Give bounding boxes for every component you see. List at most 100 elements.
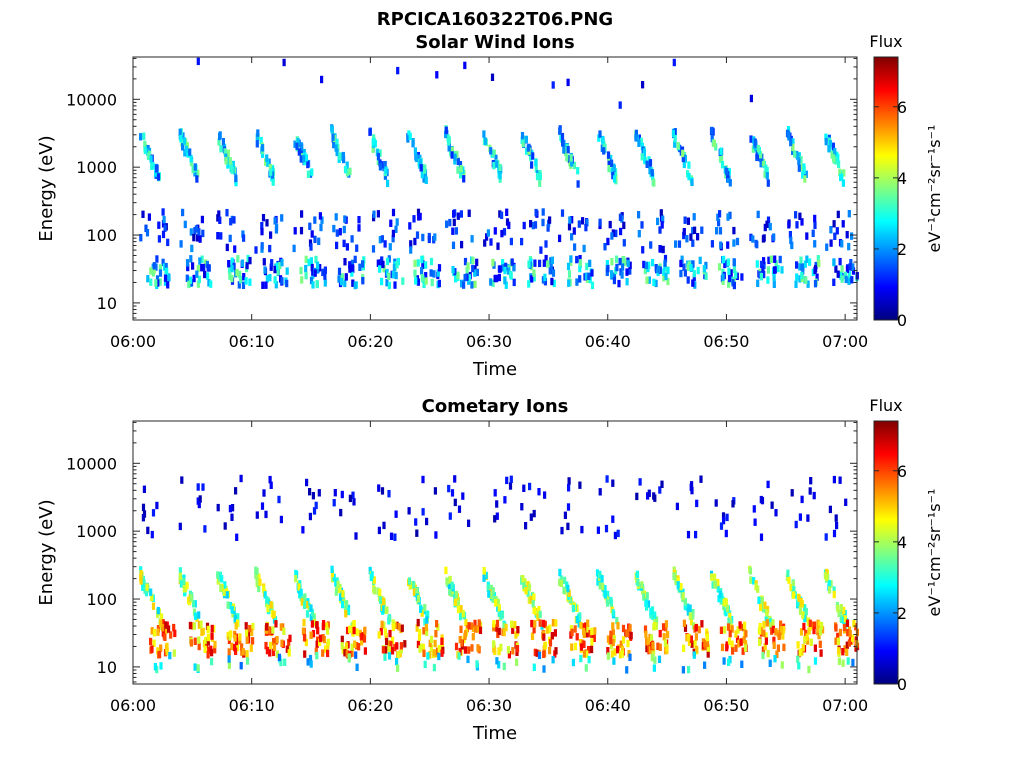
heatmap-cell	[357, 224, 361, 232]
heatmap-cell	[851, 634, 855, 642]
heatmap-cell	[587, 655, 591, 664]
heatmap-cell	[686, 608, 690, 616]
heatmap-cell	[558, 578, 562, 587]
heatmap-cell	[493, 489, 497, 497]
heatmap-cell	[813, 221, 817, 229]
heatmap-cell	[421, 261, 425, 269]
heatmap-cell	[285, 267, 289, 275]
heatmap-cell	[761, 265, 765, 273]
heatmap-cell	[210, 632, 214, 640]
heatmap-cell	[797, 164, 801, 172]
heatmap-cell	[239, 662, 243, 670]
heatmap-cell	[683, 597, 687, 606]
heatmap-cell	[354, 532, 358, 540]
heatmap-cell	[294, 574, 298, 583]
heatmap-cell	[456, 605, 461, 614]
x-tick-label: 06:50	[703, 332, 749, 351]
heatmap-cell	[159, 662, 163, 670]
heatmap-cell	[611, 629, 615, 637]
heatmap-cell	[740, 273, 744, 281]
heatmap-cell	[764, 637, 768, 645]
heatmap-cell	[159, 644, 163, 652]
heatmap-cell	[833, 147, 837, 156]
heatmap-cell	[420, 274, 424, 282]
heatmap-cell	[801, 171, 805, 179]
heatmap-cell	[230, 257, 234, 265]
x-tick-label: 07:00	[822, 332, 868, 351]
heatmap-cell	[575, 633, 579, 641]
heatmap-cell	[200, 264, 204, 272]
heatmap-cell	[601, 583, 605, 591]
heatmap-cell	[741, 647, 745, 655]
heatmap-cell	[832, 590, 836, 599]
heatmap-cell	[437, 264, 442, 272]
heatmap-cell	[489, 238, 493, 246]
heatmap-cell	[543, 491, 547, 499]
heatmap-cell	[154, 279, 158, 287]
heatmap-cell	[139, 234, 143, 242]
heatmap-cell	[832, 586, 836, 594]
heatmap-cell	[239, 474, 243, 483]
heatmap-cell	[181, 132, 185, 140]
heatmap-cell	[683, 624, 688, 632]
heatmap-cell	[236, 255, 240, 263]
heatmap-cell	[538, 610, 542, 619]
heatmap-cell	[654, 279, 658, 288]
heatmap-cell	[308, 222, 312, 230]
heatmap-cell	[339, 278, 344, 286]
heatmap-cell	[797, 157, 801, 165]
heatmap-cell	[295, 142, 299, 150]
heatmap-cell	[578, 264, 582, 273]
heatmap-cell	[605, 475, 609, 483]
heatmap-cell	[532, 509, 536, 518]
heatmap-cell	[553, 629, 557, 637]
heatmap-cell	[378, 588, 382, 597]
heatmap-cell	[682, 263, 686, 271]
heatmap-cell	[154, 263, 158, 271]
heatmap-cell	[725, 643, 729, 652]
heatmap-cell	[343, 258, 347, 266]
heatmap-cell	[283, 658, 287, 666]
heatmap-cell	[258, 578, 262, 586]
heatmap-cell	[445, 220, 449, 228]
heatmap-cell	[713, 573, 717, 581]
heatmap-cell	[178, 572, 182, 580]
heatmap-cell	[311, 268, 315, 276]
heatmap-cell	[326, 638, 330, 647]
heatmap-cell	[308, 512, 312, 521]
heatmap-cell	[275, 636, 279, 644]
heatmap-cell	[421, 233, 425, 242]
heatmap-cell	[433, 487, 437, 495]
heatmap-cell	[798, 607, 803, 615]
heatmap-cell	[313, 235, 317, 244]
heatmap-cell	[415, 231, 420, 239]
heatmap-cell	[501, 259, 505, 267]
heatmap-cell	[521, 139, 525, 147]
heatmap-cell	[768, 223, 772, 231]
heatmap-cell	[390, 647, 395, 655]
heatmap-cell	[847, 210, 851, 218]
heatmap-cell	[824, 133, 828, 141]
heatmap-cell	[424, 176, 428, 184]
heatmap-cell	[794, 211, 798, 219]
heatmap-cell	[796, 599, 800, 607]
heatmap-cell	[581, 217, 585, 225]
heatmap-cell	[652, 179, 656, 187]
heatmap-cell	[307, 258, 311, 267]
heatmap-cell	[338, 228, 342, 236]
heatmap-cell	[345, 161, 349, 169]
heatmap-cell	[796, 641, 800, 649]
heatmap-cell	[391, 619, 395, 627]
heatmap-cell	[492, 623, 496, 632]
heatmap-cell	[541, 218, 545, 227]
heatmap-cell	[722, 598, 726, 606]
heatmap-cell	[616, 622, 620, 630]
heatmap-cell	[691, 279, 695, 287]
heatmap-cell	[704, 272, 708, 280]
heatmap-cell	[454, 275, 458, 283]
heatmap-cell	[666, 630, 670, 639]
heatmap-cell	[805, 633, 809, 641]
heatmap-cell	[380, 256, 384, 264]
heatmap-cell	[759, 160, 763, 168]
heatmap-cell	[524, 522, 528, 530]
